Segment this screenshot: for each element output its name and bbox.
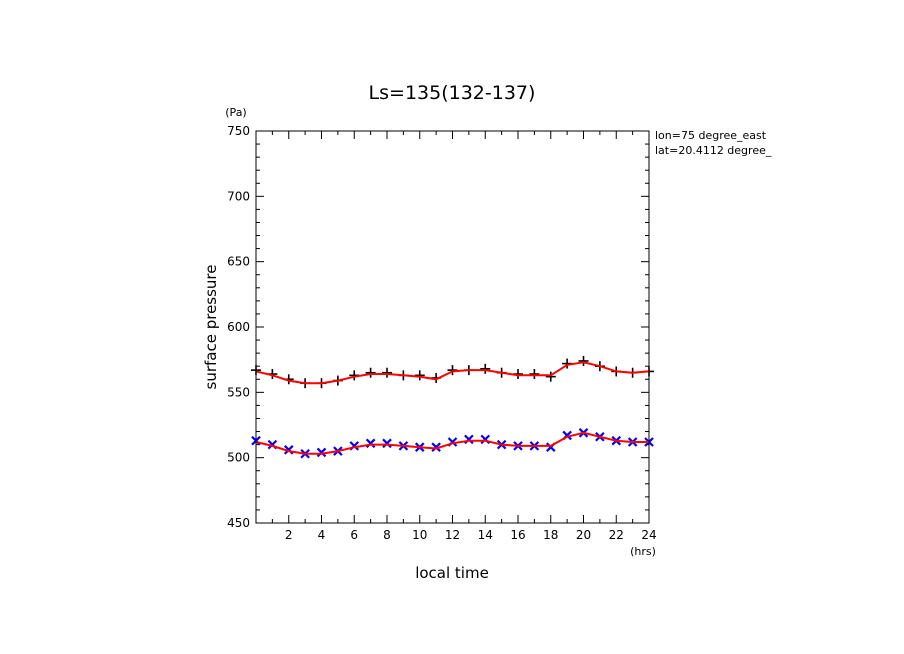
annotation-lat: lat=20.4112 degree_ [655,144,772,157]
series-3 [255,431,649,455]
plus-marker [414,370,425,381]
axis-ticks [255,130,650,524]
fit-line [255,431,649,455]
plus-marker [447,365,458,376]
x-tick-label: 8 [383,528,391,542]
series-layer [251,355,654,459]
x-tick-label: 10 [412,528,427,542]
x-tick-label: 18 [543,528,558,542]
x-tick-label: 2 [285,528,293,542]
x-tick-label: 4 [318,528,326,542]
annotation-lon: lon=75 degree_east [655,129,767,142]
series-2 [255,361,650,385]
plus-marker [382,367,392,378]
fit-line [255,361,650,385]
x-marker [464,434,474,445]
y-tick-label: 500 [227,451,250,465]
chart-title: Ls=135(132-137) [369,82,536,104]
plus-marker [545,371,556,382]
x-tick-label: 6 [350,528,358,542]
y-tick-label: 550 [227,385,250,399]
y-tick-label: 450 [227,516,250,530]
x-marker [316,447,327,458]
x-marker [365,438,376,449]
y-unit-label: (Pa) [225,106,246,119]
x-tick-label: 22 [609,528,624,542]
plus-marker [529,369,540,380]
x-unit-label: (hrs) [630,545,656,558]
x-tick-label: 12 [445,528,460,542]
plot-frame [255,130,650,524]
x-tick-label: 14 [478,528,493,542]
x-marker [431,442,441,452]
x-tick-label: 16 [510,528,525,542]
y-tick-label: 700 [227,189,250,203]
x-tick-label: 20 [576,528,591,542]
x-axis-title: local time [415,564,489,582]
x-tick-label: 24 [641,528,656,542]
x-marker [382,438,392,449]
plus-marker [480,363,491,374]
y-tick-label: 600 [227,320,250,334]
tick-labels: 2 4 6 8 10 12 14 16 18 20 22 2445050055060065070075… [227,124,657,542]
plus-marker [578,355,589,366]
plus-marker [365,367,376,378]
y-axis-title: surface pressure [202,265,220,390]
y-tick-label: 750 [227,124,250,138]
y-tick-label: 650 [227,255,250,269]
